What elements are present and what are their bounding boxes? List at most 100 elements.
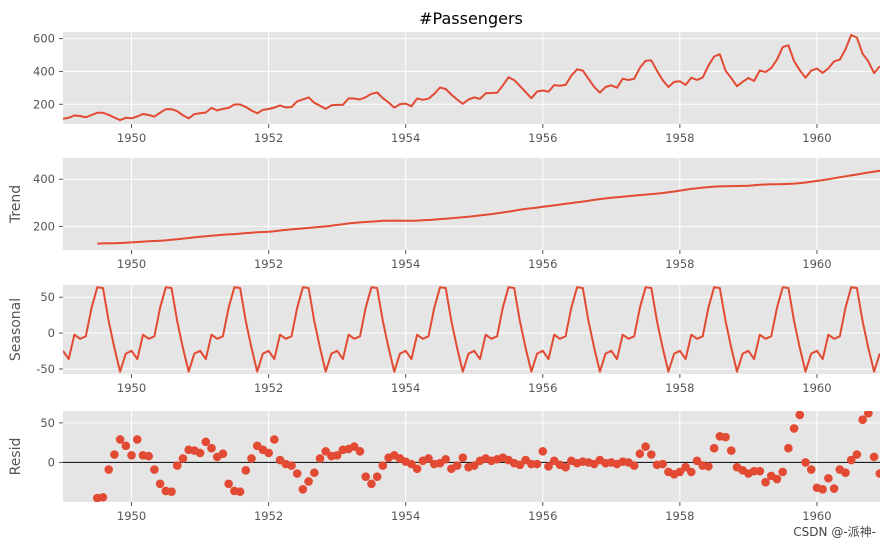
resid-point	[195, 448, 205, 458]
resid-point	[658, 459, 668, 469]
resid-panel: 1950 1952 1954 1956 1958 1960 0 50 Resid	[8, 411, 880, 523]
resid-point	[132, 435, 142, 444]
resid-point	[292, 469, 302, 478]
resid-point	[412, 464, 422, 474]
resid-point	[538, 447, 548, 456]
series-line	[97, 169, 880, 245]
resid-point	[709, 443, 719, 453]
csdn-watermark: CSDN @-派神-	[793, 525, 876, 539]
resid-point	[561, 462, 570, 472]
resid-point	[235, 487, 245, 497]
x-tick-label: 1954	[391, 257, 420, 271]
y-tick-label: 50	[40, 416, 55, 430]
x-tick-label: 1960	[802, 131, 831, 145]
x-tick-label: 1954	[391, 381, 420, 395]
resid-point	[789, 424, 799, 433]
figure-title: #Passengers	[419, 9, 523, 28]
resid-point	[761, 477, 770, 487]
resid-point	[127, 451, 136, 460]
resid-point	[104, 465, 113, 474]
resid-point	[544, 462, 553, 471]
resid-point	[247, 454, 256, 463]
resid-point	[869, 452, 879, 462]
resid-point	[224, 479, 233, 489]
resid-point	[287, 461, 296, 470]
resid-point	[144, 451, 153, 461]
x-tick-label: 1960	[802, 509, 831, 523]
resid-point	[692, 456, 702, 466]
y-tick-label: -50	[36, 362, 55, 376]
plot-marks	[63, 411, 880, 502]
resid-point	[298, 485, 308, 494]
resid-point	[304, 477, 313, 486]
y-axis-label: Seasonal	[8, 298, 24, 361]
y-tick-label: 200	[33, 97, 55, 111]
resid-point	[875, 469, 880, 478]
x-tick-label: 1950	[117, 131, 146, 145]
resid-point	[441, 454, 450, 464]
resid-point	[675, 467, 685, 477]
x-tick-label: 1950	[117, 509, 146, 523]
resid-point	[806, 465, 816, 474]
series-line	[63, 286, 880, 373]
resid-point	[372, 472, 382, 481]
x-tick-label: 1952	[254, 257, 283, 271]
plot-marks	[63, 286, 880, 373]
y-tick-label: 0	[48, 455, 55, 469]
x-tick-label: 1952	[254, 509, 283, 523]
resid-point	[795, 411, 805, 420]
resid-point	[264, 448, 273, 458]
x-tick-label: 1958	[665, 131, 694, 145]
resid-point	[155, 479, 165, 489]
resid-point	[121, 441, 131, 451]
resid-point	[201, 437, 211, 447]
resid-point	[647, 450, 656, 459]
resid-point	[686, 467, 696, 477]
resid-point	[310, 468, 319, 478]
resid-point	[829, 484, 839, 493]
resid-point	[824, 473, 833, 483]
resid-point	[515, 460, 525, 470]
y-axis-label: Resid	[8, 438, 24, 476]
resid-point	[452, 461, 462, 470]
resid-point	[361, 472, 371, 481]
resid-point	[681, 462, 690, 472]
x-tick-label: 1952	[254, 131, 283, 145]
resid-point	[424, 454, 433, 463]
x-tick-label: 1960	[802, 257, 831, 271]
resid-point	[332, 451, 342, 460]
plot-area	[63, 285, 880, 374]
plot-area	[63, 32, 880, 124]
y-tick-label: 600	[33, 32, 55, 46]
resid-point	[801, 458, 810, 467]
resid-point	[115, 435, 125, 444]
plot-area	[63, 158, 880, 250]
x-tick-label: 1958	[665, 381, 694, 395]
resid-point	[218, 449, 228, 459]
y-tick-label: 400	[33, 64, 55, 78]
x-tick-label: 1958	[665, 509, 694, 523]
resid-point	[469, 461, 479, 470]
x-tick-label: 1958	[665, 257, 694, 271]
resid-point	[241, 466, 251, 475]
plot-marks	[97, 169, 880, 245]
x-tick-label: 1956	[528, 131, 557, 145]
resid-point	[315, 454, 325, 463]
seasonal-panel: 1950 1952 1954 1956 1958 1960 -50 0 50 Seasonal	[8, 285, 880, 395]
y-tick-label: 0	[48, 326, 55, 340]
x-tick-label: 1954	[391, 131, 420, 145]
y-tick-label: 200	[33, 219, 55, 233]
resid-point	[635, 449, 645, 459]
resid-point	[721, 432, 730, 442]
x-tick-label: 1960	[802, 381, 831, 395]
resid-point	[98, 492, 108, 502]
resid-point	[726, 446, 736, 455]
resid-point	[858, 415, 867, 425]
resid-point	[784, 443, 793, 453]
resid-point	[629, 461, 639, 470]
x-tick-label: 1956	[528, 257, 557, 271]
x-tick-label: 1950	[117, 257, 146, 271]
resid-point	[178, 454, 188, 463]
resid-point	[841, 468, 850, 478]
